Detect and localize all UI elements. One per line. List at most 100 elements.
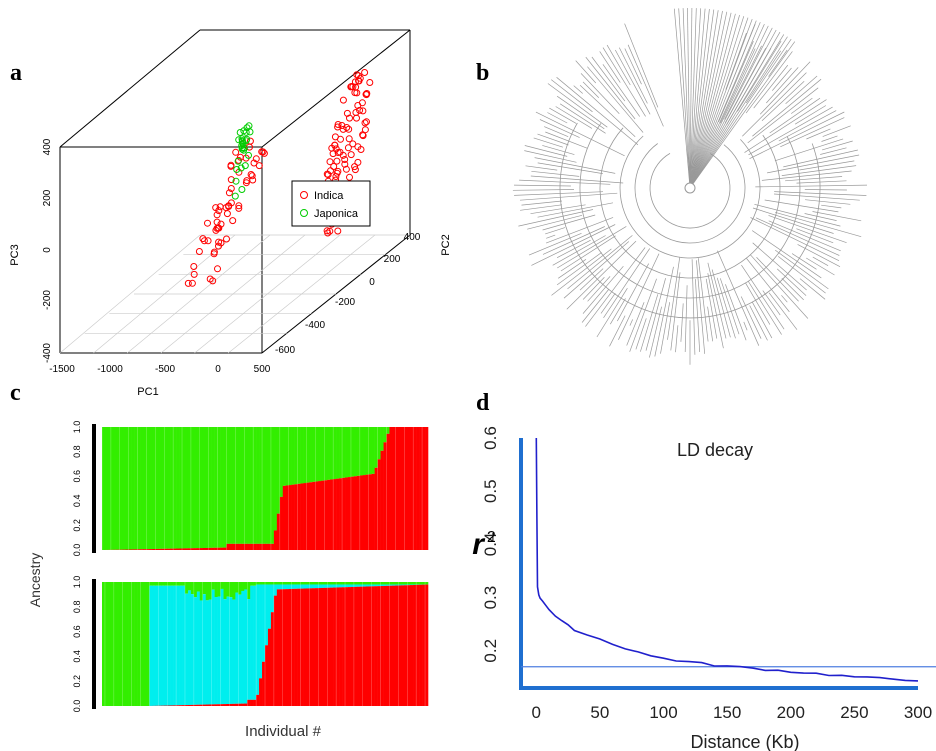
structure-bar-cyan xyxy=(179,585,183,706)
structure-bar-red xyxy=(380,586,384,706)
pca-x-tick: 0 xyxy=(215,364,221,375)
structure-bar-green xyxy=(353,582,358,585)
pca-point xyxy=(227,176,235,184)
structure-bar-red xyxy=(392,585,396,706)
tree-branch xyxy=(785,75,818,105)
structure-bar-green xyxy=(113,582,118,706)
structure-bar-red xyxy=(187,548,192,550)
tree-branch xyxy=(804,213,837,221)
structure-bar-green xyxy=(306,427,310,483)
structure-bar-red xyxy=(356,475,361,550)
tree-branch xyxy=(534,157,616,174)
structure-bar-red xyxy=(226,704,230,706)
tree-branch xyxy=(772,67,792,91)
structure-bar-cyan xyxy=(303,584,307,589)
structure-bar-red xyxy=(362,475,367,550)
structure-bar-green xyxy=(122,427,127,550)
pca-point xyxy=(366,79,374,86)
pca-point xyxy=(231,192,239,200)
pca-point xyxy=(326,227,334,235)
structure-bar-red xyxy=(410,427,414,550)
structure-bar-green xyxy=(250,427,254,544)
structure-bar-red xyxy=(279,589,284,706)
structure-bar-green xyxy=(401,582,405,585)
structure-bar-red xyxy=(413,584,417,706)
pca-point xyxy=(323,227,331,235)
structure-y-tick: 0.4 xyxy=(72,495,82,508)
structure-bar-cyan xyxy=(193,597,198,705)
pca-point xyxy=(343,109,351,117)
structure-bar-red xyxy=(253,699,257,706)
structure-bar-green xyxy=(187,582,192,591)
tree-branch xyxy=(759,61,811,115)
structure-bar-green xyxy=(330,427,334,480)
structure-bar-green xyxy=(273,582,278,585)
structure-bar-green xyxy=(371,427,375,474)
structure-bar-red xyxy=(235,703,239,706)
structure-bar-red xyxy=(371,586,375,706)
structure-bar-red xyxy=(267,628,272,706)
structure-bar-red xyxy=(398,427,402,550)
grid-line xyxy=(59,234,201,354)
pca-point xyxy=(332,173,340,180)
structure-bar-cyan xyxy=(259,584,263,679)
pca-point xyxy=(213,211,221,219)
structure-bar-red xyxy=(190,704,195,706)
tree-branch xyxy=(627,44,664,127)
ld-y-tick: 0.6 xyxy=(481,426,500,450)
structure-bar-cyan xyxy=(247,599,251,700)
structure-bar-red xyxy=(134,549,138,550)
structure-bar-red xyxy=(345,587,349,706)
tree-branch xyxy=(689,12,732,189)
tree-branch xyxy=(531,170,580,177)
structure-bar-red xyxy=(389,585,393,706)
structure-bar-cyan xyxy=(184,593,189,706)
pca-point xyxy=(239,139,247,147)
structure-y-tick: 0.4 xyxy=(72,650,82,663)
structure-bar-red xyxy=(279,496,284,550)
structure-bar-cyan xyxy=(187,590,192,705)
tree-branch xyxy=(550,79,593,113)
structure-bar-green xyxy=(380,427,384,451)
structure-bar-green xyxy=(211,582,215,590)
ld-x-tick: 100 xyxy=(649,703,677,722)
structure-bar-red xyxy=(386,585,390,706)
structure-bar-red xyxy=(182,705,186,706)
structure-bar-red xyxy=(146,549,150,550)
structure-bar-cyan xyxy=(309,584,313,589)
pca-point xyxy=(246,137,254,145)
structure-bar-red xyxy=(184,705,189,706)
structure-bar-green xyxy=(259,582,263,585)
tree-branch xyxy=(812,256,829,267)
pca-point xyxy=(235,202,243,210)
pca-point xyxy=(354,158,362,166)
tree-branch xyxy=(624,48,642,85)
structure-bar-green xyxy=(291,427,295,485)
pca-point xyxy=(248,172,256,180)
structure-bar-red xyxy=(137,549,141,550)
tree-branch xyxy=(545,217,614,244)
tree-branch xyxy=(542,214,596,231)
panel-label-d: d xyxy=(476,390,490,416)
structure-bar-red xyxy=(256,543,260,550)
tree-branch xyxy=(806,257,835,276)
structure-bar-green xyxy=(214,427,218,548)
structure-bar-cyan xyxy=(356,584,361,587)
structure-bar-red xyxy=(235,543,239,550)
structure-bar-green xyxy=(368,582,372,585)
tree-branch xyxy=(602,47,646,117)
tree-branch xyxy=(717,250,760,346)
pca-point xyxy=(351,78,359,86)
structure-bar-red xyxy=(377,586,381,706)
structure-bar-red xyxy=(167,548,171,550)
structure-bar-red xyxy=(184,548,189,550)
structure-bar-green xyxy=(270,582,275,585)
structure-bar-green xyxy=(303,582,307,585)
pca-z-tick: 200 xyxy=(384,254,401,265)
structure-bar-green xyxy=(377,582,381,585)
structure-bar-red xyxy=(285,485,290,550)
pca-point xyxy=(190,263,198,270)
tree-branch xyxy=(747,280,782,335)
pca-point xyxy=(223,235,230,243)
tree-branch xyxy=(654,266,674,357)
